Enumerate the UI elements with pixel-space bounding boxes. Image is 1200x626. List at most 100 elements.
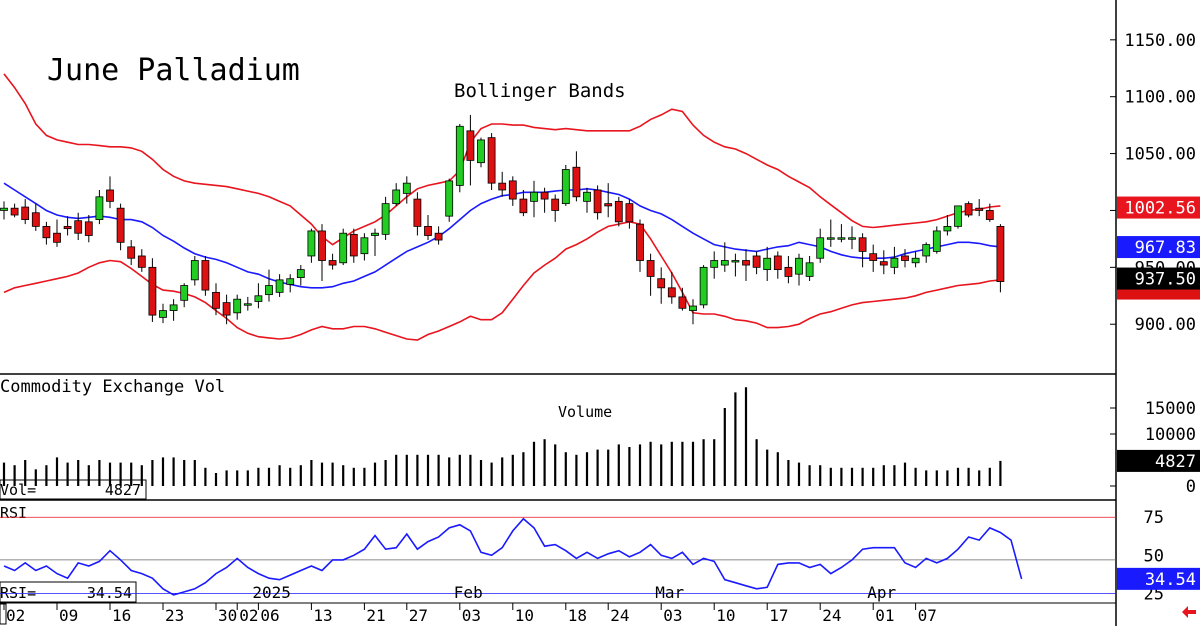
candle-body (975, 207, 984, 211)
candle-body (53, 232, 61, 243)
candle-body (349, 233, 358, 257)
volume-value-tag-bg (1117, 449, 1200, 472)
date-tick-label: 03 (462, 606, 481, 625)
last-price-value-tag-text: 937.50 (1135, 270, 1196, 290)
candle-body (731, 260, 740, 263)
candle-body (657, 278, 666, 289)
candle-body (381, 203, 390, 235)
candle (689, 299, 697, 325)
candle-body (360, 237, 369, 255)
candle (593, 185, 602, 220)
period-label: Mar (655, 583, 684, 602)
period-label: Apr (867, 583, 896, 602)
volume-value-tag-text: 4827 (1155, 452, 1196, 472)
price-layer (0, 73, 1005, 341)
candle-body (508, 180, 517, 200)
candle-body (911, 257, 920, 264)
volume-series-label: Volume (558, 403, 612, 421)
upper-bollinger-band (3, 73, 1001, 246)
candle-body (678, 296, 687, 309)
candle-body (773, 255, 782, 271)
candle (180, 283, 189, 308)
candle-body (710, 260, 719, 268)
candle (265, 269, 273, 302)
candle-body (233, 298, 242, 314)
candle (74, 212, 83, 241)
candle-body (434, 232, 443, 241)
date-tick-label: 21 (366, 606, 385, 625)
candle-body (402, 182, 411, 194)
candle (53, 219, 61, 247)
candle-body (699, 266, 708, 306)
candle (667, 271, 676, 304)
scroll-left-arrow-icon[interactable] (1182, 606, 1196, 618)
date-tick-label: 01 (875, 606, 894, 625)
candle-body (201, 260, 210, 291)
candle-body (530, 191, 538, 202)
candle-body (954, 205, 962, 227)
volume-readout-label: Vol= (0, 481, 36, 499)
candle (752, 251, 761, 275)
candle (932, 226, 941, 254)
date-axis-start-box (0, 603, 7, 625)
candle-body (932, 230, 941, 252)
candle (657, 267, 666, 304)
candle (678, 287, 687, 311)
candle-body (763, 257, 772, 271)
candle-body (816, 237, 825, 259)
candle (795, 253, 803, 286)
middle-band-value-tag: 967.83 (1117, 236, 1200, 259)
candle-body (477, 139, 485, 164)
candle (21, 199, 30, 225)
candle-body (625, 203, 634, 223)
candle (816, 228, 825, 263)
volume-tick-label: 0 (1186, 477, 1196, 497)
middle-band-value-tag-text: 967.83 (1135, 238, 1196, 258)
rsi-line (3, 517, 1023, 596)
candle (975, 199, 984, 217)
candle (445, 178, 454, 222)
candle-body (413, 198, 422, 227)
candle (318, 224, 326, 281)
date-tick-label: 23 (165, 606, 184, 625)
upper-band-value-tag-bg (1117, 196, 1200, 219)
rsi-readout: RSI= 34.54 (0, 581, 137, 603)
candle (169, 299, 178, 321)
candle-body (720, 260, 729, 266)
date-tick-label: 16 (112, 606, 131, 625)
candle (159, 303, 167, 324)
candle (307, 228, 316, 263)
rsi-tick-label: 75 (1144, 508, 1164, 528)
candle (243, 296, 252, 311)
candle (360, 233, 369, 261)
candle-body (286, 278, 295, 285)
candle-body (328, 260, 337, 266)
candle-body (84, 221, 93, 236)
volume-readout: Vol= 4827 (0, 479, 147, 500)
candle (84, 215, 93, 243)
candle-body (127, 246, 136, 259)
period-label: 2025 (252, 583, 291, 602)
candle (233, 294, 242, 320)
date-tick-label: 24 (610, 606, 629, 625)
price-tick-label: 1150.00 (1124, 31, 1196, 51)
candle-body (212, 291, 220, 309)
candle (455, 124, 464, 193)
candle (540, 187, 549, 213)
date-tick-label: 02 (239, 606, 258, 625)
candle-body (265, 285, 273, 296)
candle (127, 240, 136, 266)
candle-body (752, 255, 761, 268)
candle-body (31, 212, 40, 227)
candle (890, 246, 899, 275)
candle-body (964, 203, 973, 216)
candle (424, 215, 432, 241)
candle (805, 255, 814, 281)
candle-body (646, 260, 655, 277)
candle-body (445, 180, 454, 217)
candle (848, 226, 856, 250)
candle-body (498, 182, 507, 191)
candle (190, 255, 199, 286)
upper-band-value-tag-text: 1002.56 (1124, 199, 1196, 219)
